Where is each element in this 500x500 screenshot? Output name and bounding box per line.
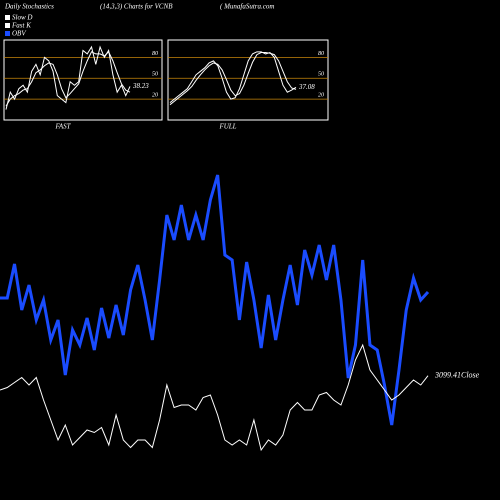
- legend-swatch: [5, 31, 10, 36]
- y-tick-label: 80: [318, 51, 324, 57]
- series-line: [169, 51, 297, 103]
- panel-label: FULL: [218, 123, 236, 131]
- y-tick-label: 80: [152, 51, 158, 57]
- y-tick-label: 50: [152, 72, 158, 78]
- value-label: 38.23: [132, 82, 149, 90]
- header-right: ( MunafaSutra.com: [220, 3, 274, 11]
- legend-swatch: [5, 15, 10, 20]
- legend-label: Slow D: [12, 14, 32, 22]
- legend-swatch: [5, 23, 10, 28]
- series-line: [0, 174, 430, 426]
- series-line: [5, 50, 131, 107]
- series-line: [0, 343, 429, 452]
- value-label: 37.08: [298, 83, 315, 91]
- panel-frame: [3, 39, 163, 121]
- header-left: Daily Stochastics: [4, 3, 54, 11]
- y-tick-label: 20: [152, 93, 158, 99]
- panel-label: FAST: [54, 123, 71, 131]
- y-tick-label: 50: [318, 72, 324, 78]
- close-name: Close: [461, 371, 480, 380]
- legend-label: Fast K: [11, 22, 31, 30]
- legend-label: OBV: [12, 30, 26, 38]
- close-value: 3099.41: [434, 371, 461, 380]
- header-center: (14,3,3) Charts for VCNB: [100, 3, 173, 11]
- panel-frame: [167, 39, 329, 121]
- y-tick-label: 20: [318, 93, 324, 99]
- series-line: [169, 52, 297, 106]
